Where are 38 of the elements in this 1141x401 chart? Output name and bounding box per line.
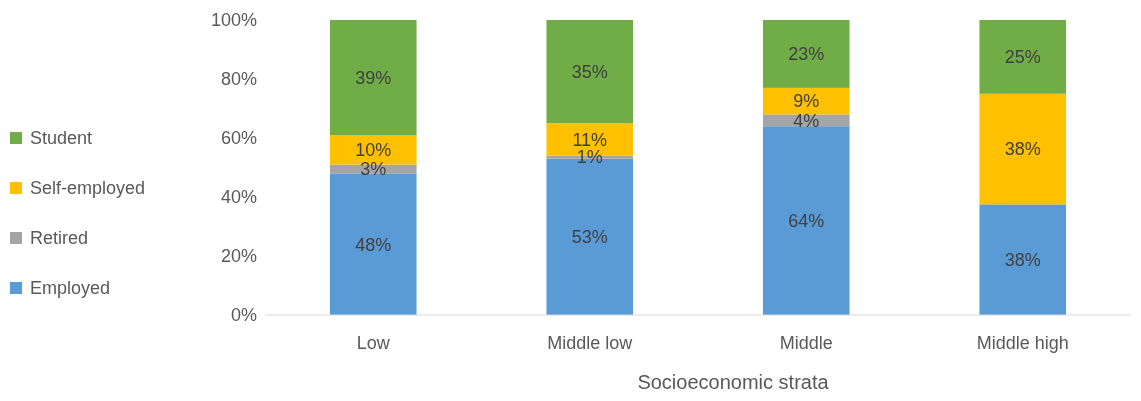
y-tick-label: 20%: [220, 246, 257, 267]
x-axis-title: Socioeconomic strata: [637, 371, 830, 393]
data-label: 35%: [571, 61, 608, 82]
data-label: 23%: [788, 44, 825, 65]
legend-label: Employed: [30, 278, 111, 299]
bar: [329, 20, 417, 136]
data-label: 9%: [793, 91, 820, 112]
bar: [979, 204, 1067, 315]
data-label: 64%: [788, 210, 825, 231]
data-label: 10%: [355, 140, 392, 161]
y-tick-label: 80%: [220, 69, 257, 90]
x-tick-label: Middle low: [547, 333, 634, 353]
data-label: 53%: [571, 227, 608, 248]
bar: [979, 93, 1067, 205]
y-tick-label: 0%: [230, 305, 257, 326]
x-tick-label: Middle: [779, 333, 833, 353]
data-label: 39%: [355, 67, 392, 88]
bar: [329, 173, 417, 315]
bar: [762, 126, 850, 315]
data-label: 1%: [576, 147, 603, 168]
bar: [762, 20, 850, 88]
data-label: 48%: [355, 234, 392, 255]
x-tick-label: Low: [356, 333, 391, 353]
bar: [979, 20, 1067, 94]
y-tick-label: 40%: [220, 187, 257, 208]
bar: [546, 20, 634, 124]
y-tick-label: 60%: [220, 128, 257, 149]
data-label: 25%: [1004, 47, 1041, 68]
x-tick-label: Middle high: [976, 333, 1069, 353]
legend-label: Retired: [30, 228, 89, 249]
legend-label: Self-employed: [30, 178, 146, 199]
data-label: 38%: [1004, 249, 1041, 270]
data-label: 11%: [572, 129, 608, 150]
data-label: 4%: [793, 110, 820, 131]
data-label: 38%: [1004, 139, 1041, 160]
bar: [762, 87, 850, 115]
y-tick-label: 100%: [210, 10, 257, 31]
legend-label: Student: [30, 128, 93, 149]
